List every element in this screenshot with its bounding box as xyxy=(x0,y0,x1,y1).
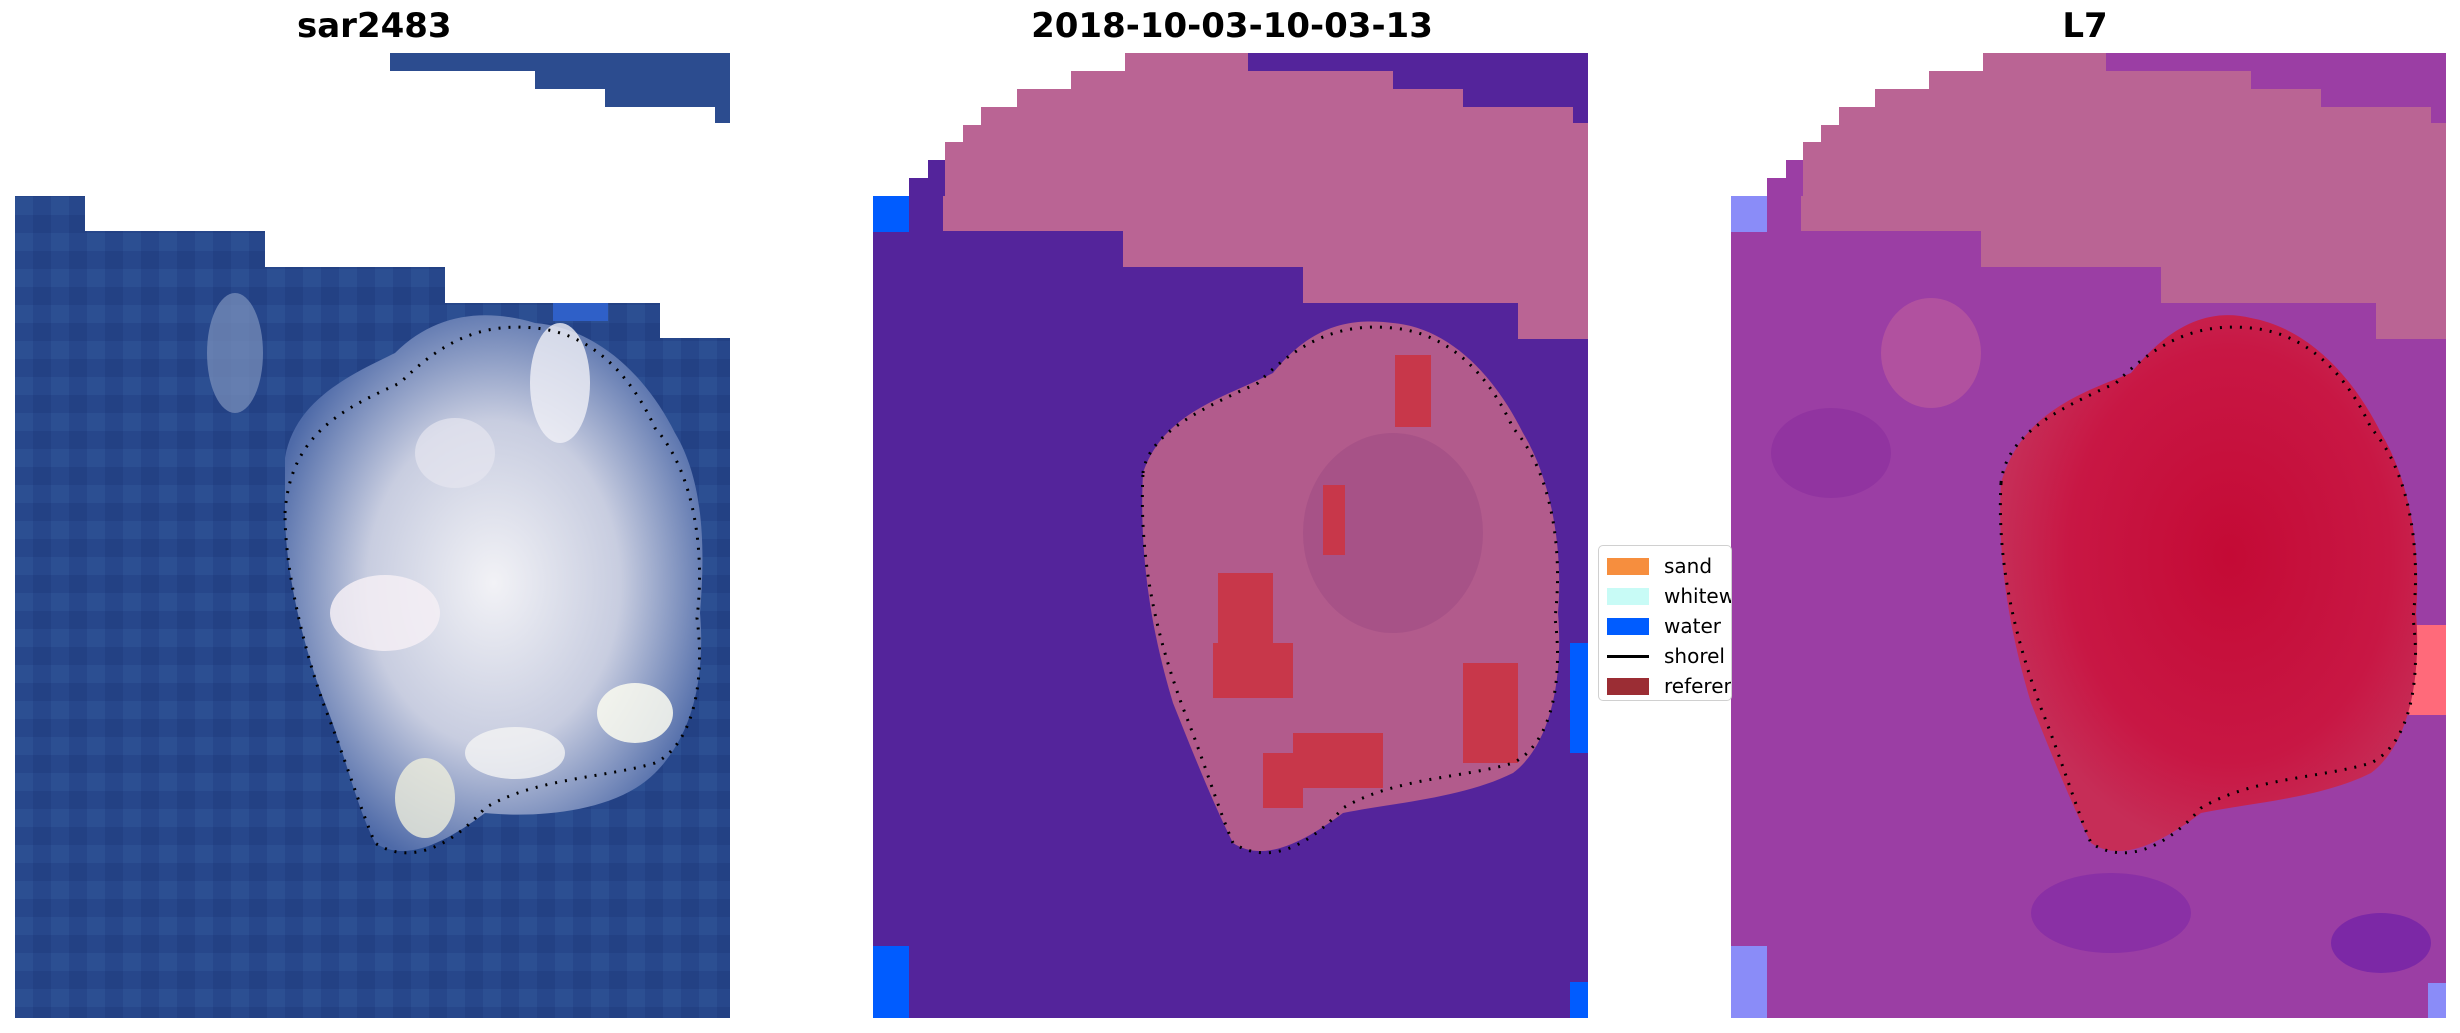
legend: sand whitew water shorel referen xyxy=(1598,545,1732,701)
panel-title-rgb: sar2483 xyxy=(297,6,452,46)
reference-pixels xyxy=(1213,355,1518,808)
classified-image-panel xyxy=(873,53,1588,1018)
legend-item-sand: sand xyxy=(1607,552,1712,580)
legend-label: whitew xyxy=(1664,584,1732,608)
legend-label: sand xyxy=(1664,554,1713,578)
panel-title-classified: 2018-10-03-10-03-13 xyxy=(1031,6,1433,46)
whitewater-swatch xyxy=(1607,587,1649,605)
legend-item-water: water xyxy=(1607,612,1721,640)
legend-item-whitewater: whitew xyxy=(1607,582,1732,610)
panel-title-index: L7 xyxy=(2062,6,2108,46)
legend-label: referen xyxy=(1664,674,1732,698)
sand-swatch xyxy=(1607,557,1649,575)
legend-item-reference: referen xyxy=(1607,672,1732,700)
legend-label: shorel xyxy=(1664,644,1725,668)
legend-item-shoreline: shorel xyxy=(1607,642,1725,670)
index-image-panel xyxy=(1731,53,2446,1018)
shoreline-trace xyxy=(283,325,702,855)
reference-swatch xyxy=(1607,677,1649,695)
shoreline-line-swatch xyxy=(1607,654,1649,658)
legend-label: water xyxy=(1664,614,1721,638)
rgb-image-panel xyxy=(15,53,730,1018)
water-swatch xyxy=(1607,617,1649,635)
